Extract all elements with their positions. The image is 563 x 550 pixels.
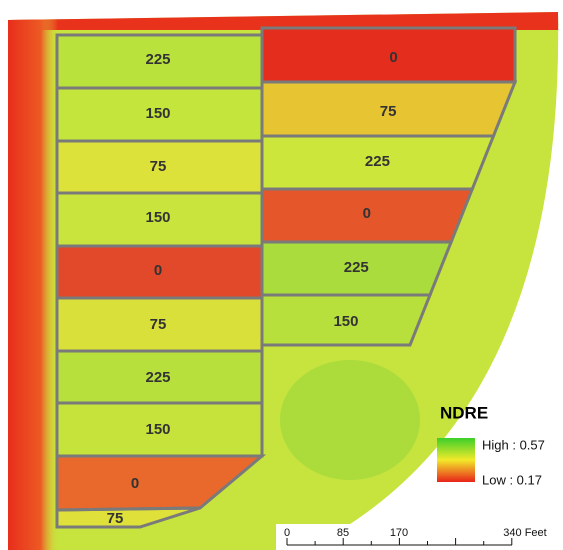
scale-label: 0 (284, 527, 290, 539)
plot-label: 0 (389, 49, 397, 66)
plot-label: 225 (365, 153, 390, 170)
plot-label: 0 (154, 262, 162, 279)
plot-label: 150 (145, 421, 170, 438)
scale-label: 170 (390, 527, 408, 539)
plot-label: 225 (344, 259, 369, 276)
legend-title: NDRE (440, 403, 488, 422)
scale-label: 85 (337, 527, 349, 539)
field-map: 225 150 75 150 0 75 225 150 0 75 0 75 225 0 225 150 NDR… (0, 0, 563, 550)
legend-high: High : 0.57 (482, 437, 545, 452)
plot-label: 75 (150, 158, 167, 175)
scale-bar: 0 85 170 340 Feet (276, 524, 563, 550)
field-edge (0, 0, 58, 550)
scale-label: 340 Feet (503, 527, 546, 539)
plot-label: 225 (145, 369, 170, 386)
legend-low: Low : 0.17 (482, 472, 542, 487)
field-edge (0, 0, 563, 30)
plot-label: 75 (107, 510, 124, 527)
plot-label: 0 (363, 205, 371, 222)
legend-ramp (437, 438, 475, 482)
legend: NDRE High : 0.57 Low : 0.17 (437, 403, 545, 487)
plot-label: 0 (131, 475, 139, 492)
plot-label: 225 (145, 51, 170, 68)
plot-label: 150 (145, 105, 170, 122)
plot-label: 75 (380, 103, 397, 120)
plot-label: 150 (145, 209, 170, 226)
plot-label: 150 (333, 313, 358, 330)
plot-label: 75 (150, 316, 167, 333)
field-patch (280, 360, 420, 480)
